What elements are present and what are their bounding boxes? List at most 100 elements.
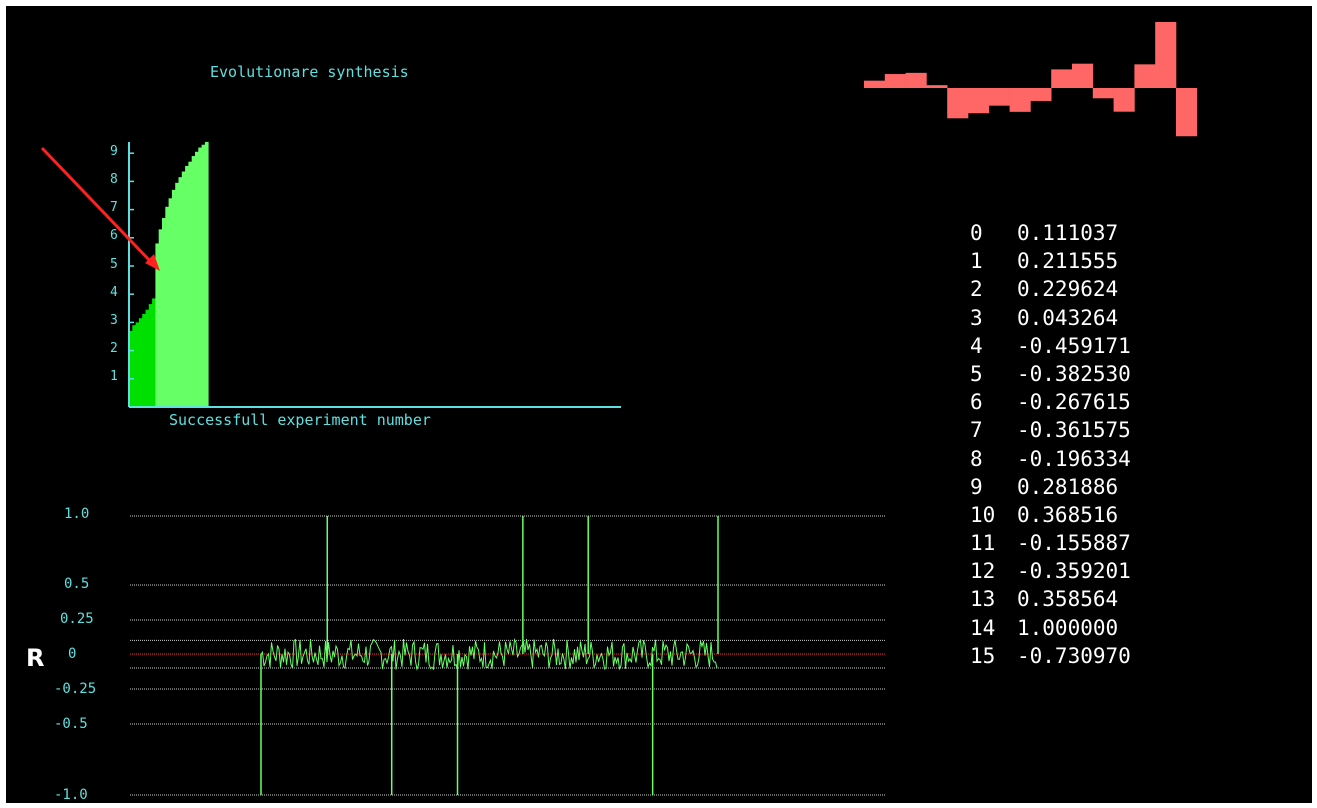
bar-series1 (145, 309, 150, 407)
coefficient-row: 7 -0.361575 (970, 416, 1131, 444)
waveform-bar (1113, 88, 1135, 112)
coefficient-value: 0.111037 (1017, 221, 1119, 245)
pointer-arrow-head (145, 254, 160, 271)
coefficient-row: 3 0.043264 (970, 304, 1131, 332)
bar-series2 (178, 177, 183, 407)
bar-series1 (142, 313, 146, 407)
pointer-arrow-shaft (40, 146, 154, 265)
coefficient-row: 12 -0.359201 (970, 557, 1131, 585)
waveform-bar (1009, 88, 1031, 112)
waveform-bar (988, 88, 1010, 106)
program-screen: Evolutionare synthesis Successfull exper… (6, 6, 1312, 803)
bar-series1 (129, 330, 133, 407)
coefficient-value: -0.155887 (1017, 531, 1131, 556)
coefficient-index: 2 (970, 277, 983, 302)
coefficient-index: 4 (970, 333, 983, 358)
coefficient-row: 1 0.211555 (970, 247, 1131, 275)
coefficient-value: -0.267615 (1017, 390, 1131, 415)
bar-series2 (171, 189, 176, 407)
r-tick-neg-1: -1.0 (54, 787, 88, 803)
coefficient-index: 9 (970, 474, 983, 499)
x-axis-label: Successfull experiment number (169, 411, 431, 429)
coefficient-index: 14 (970, 615, 996, 640)
waveform-bar (926, 85, 948, 88)
bar-series1 (138, 318, 143, 407)
coefficient-row: 15 -0.730970 (970, 642, 1131, 670)
coefficient-value: -0.730970 (1017, 643, 1131, 668)
bar-series2 (195, 151, 199, 407)
coefficient-value: 0.229624 (1017, 277, 1119, 302)
coefficient-index: 0 (970, 221, 983, 245)
bar-series2 (185, 165, 189, 407)
coefficient-value: -0.382530 (1017, 361, 1131, 386)
y-tick-8: 8 (110, 172, 118, 187)
coefficient-index: 8 (970, 446, 983, 471)
r-tick-0.5: 0.5 (64, 576, 90, 592)
y-tick-2: 2 (110, 341, 118, 356)
y-tick-4: 4 (110, 285, 118, 300)
bar-series2 (168, 198, 173, 407)
bar-series2 (198, 147, 202, 407)
waveform-bar (1092, 88, 1114, 99)
coefficient-row: 4 -0.459171 (970, 332, 1131, 360)
coefficient-index: 13 (970, 587, 996, 612)
r-tick-0.25: 0.25 (60, 611, 94, 627)
bar-series2 (165, 206, 169, 407)
y-tick-6: 6 (110, 228, 118, 243)
waveform-bar (1134, 64, 1156, 88)
coefficient-index: 3 (970, 305, 983, 330)
bar-series2 (188, 161, 193, 407)
bar-series2 (162, 218, 166, 407)
y-tick-9: 9 (110, 144, 118, 159)
bar-series1 (135, 322, 140, 407)
waveform-bar (1051, 69, 1073, 88)
waveform-bar (884, 74, 906, 88)
waveform-bar (1155, 22, 1177, 88)
r-signal-trace (260, 638, 718, 671)
y-tick-7: 7 (110, 200, 118, 215)
coefficient-value: 0.368516 (1017, 502, 1119, 527)
coefficient-value: -0.459171 (1017, 333, 1131, 358)
waveform-bar (1176, 88, 1198, 137)
coefficient-row: 6 -0.267615 (970, 388, 1131, 416)
coefficient-row: 11 -0.155887 (970, 529, 1131, 557)
y-tick-5: 5 (110, 257, 118, 272)
coefficient-row: 8 -0.196334 (970, 445, 1131, 473)
coefficient-value: 0.211555 (1017, 249, 1119, 274)
chart-title: Evolutionare synthesis (210, 63, 409, 81)
waveform-bar (864, 80, 886, 88)
r-tick-neg-0.25: -0.25 (54, 681, 97, 697)
coefficient-index: 5 (970, 361, 983, 386)
waveform-bar (947, 88, 969, 119)
coefficient-row: 13 0.358564 (970, 585, 1131, 613)
coefficient-value: -0.196334 (1017, 446, 1131, 471)
coefficient-index: 15 (970, 643, 996, 668)
coefficient-index: 11 (970, 531, 996, 556)
waveform-bar (1030, 88, 1052, 101)
waveform-bar (1072, 63, 1094, 88)
coefficient-list: 0 0.111037 1 0.211555 2 0.229624 3 0.043264 … (970, 219, 1131, 670)
bar-series2 (155, 243, 160, 407)
plot-canvas (40, 22, 1198, 796)
bar-series1 (148, 304, 153, 407)
coefficient-index: 6 (970, 390, 983, 415)
y-tick-1: 1 (110, 369, 118, 384)
r-tick-1: 1.0 (64, 506, 90, 522)
bar-series1 (132, 325, 136, 407)
coefficient-value: -0.361575 (1017, 418, 1131, 443)
bar-series2 (181, 171, 186, 407)
coefficient-row: 9 0.281886 (970, 473, 1131, 501)
bar-series2 (204, 141, 209, 408)
bar-series2 (191, 156, 196, 407)
coefficient-index: 7 (970, 418, 983, 443)
r-axis-symbol: R (26, 644, 45, 672)
coefficient-value: 0.281886 (1017, 474, 1119, 499)
coefficient-row: 10 0.368516 (970, 501, 1131, 529)
waveform-bar (968, 88, 990, 114)
coefficient-row: 14 1.000000 (970, 614, 1131, 642)
r-tick-0: 0 (68, 646, 77, 662)
coefficient-index: 12 (970, 559, 996, 584)
coefficient-value: 1.000000 (1017, 615, 1119, 640)
coefficient-row: 2 0.229624 (970, 275, 1131, 303)
bar-series1 (152, 298, 156, 407)
